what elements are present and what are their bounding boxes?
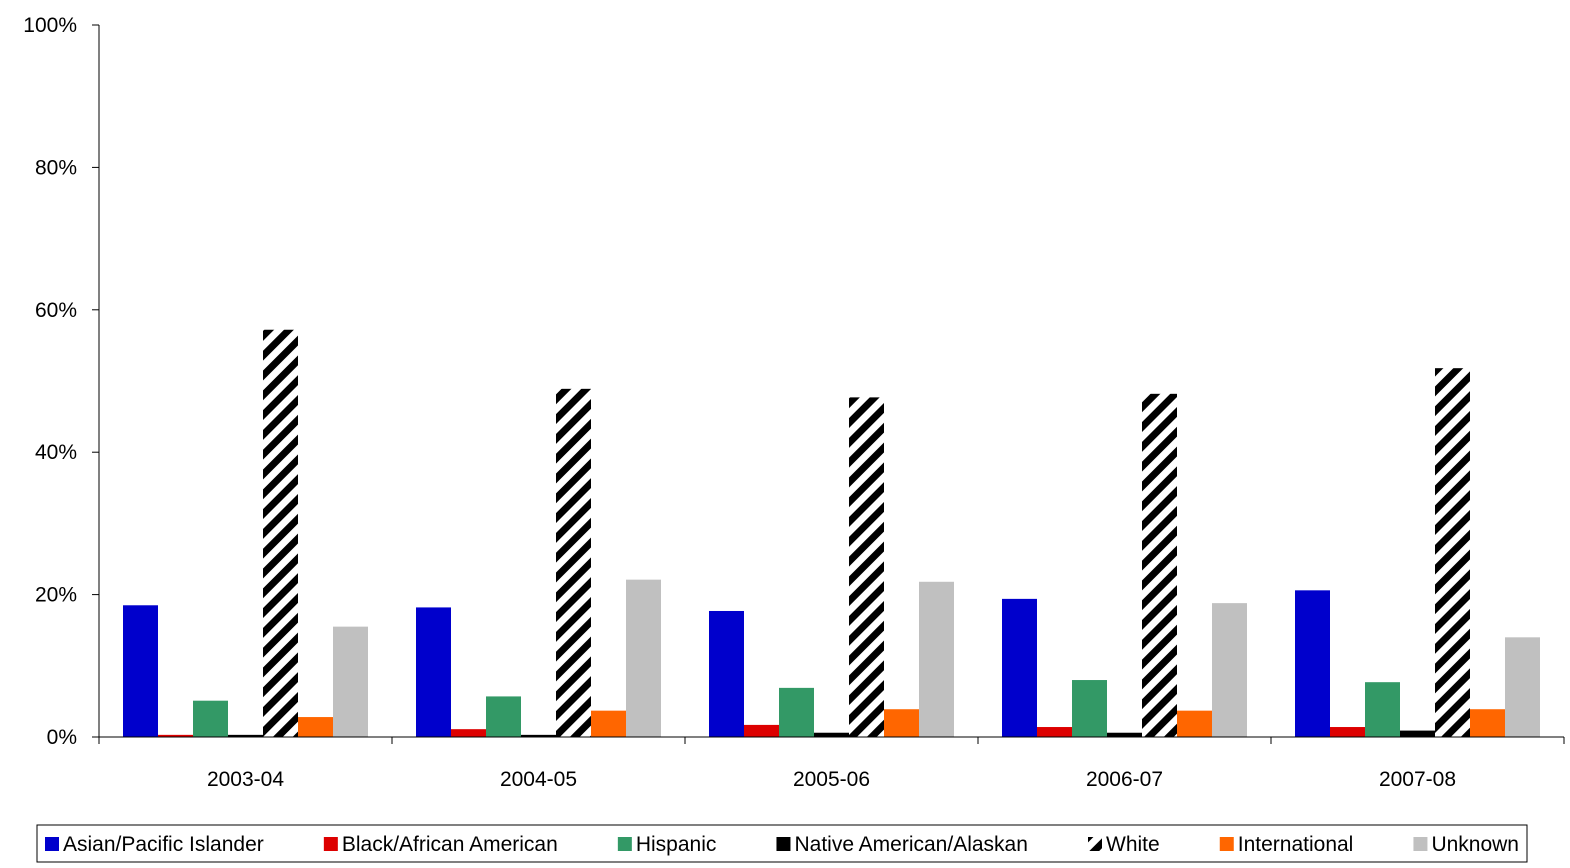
y-tick-label: 40% — [35, 441, 77, 464]
x-tick-label: 2004-05 — [500, 768, 577, 791]
x-tick-label: 2005-06 — [793, 768, 870, 791]
bar-hispanic-2007-08 — [1365, 682, 1400, 737]
bar-black-african-american-2005-06 — [744, 724, 779, 737]
bar-native-american-alaskan-2003-04 — [228, 734, 263, 737]
bar-black-african-american-2006-07 — [1037, 727, 1072, 737]
bar-asian-pacific-islander-2004-05 — [416, 607, 451, 737]
bar-hispanic-2003-04 — [193, 700, 228, 737]
bar-native-american-alaskan-2006-07 — [1107, 732, 1142, 737]
legend-swatch-international — [1219, 837, 1234, 851]
bar-white-2007-08 — [1435, 368, 1470, 737]
bar-asian-pacific-islander-2003-04 — [123, 605, 158, 737]
bar-white-2006-07 — [1142, 393, 1177, 737]
bar-white-2004-05 — [556, 388, 591, 737]
legend-swatch-white — [1088, 837, 1102, 851]
legend-label-international: International — [1238, 833, 1354, 856]
bar-hispanic-2005-06 — [779, 687, 814, 737]
legend-label-asian-pacific-islander: Asian/Pacific Islander — [63, 833, 264, 856]
legend-swatch-asian-pacific-islander — [45, 837, 59, 851]
bar-black-african-american-2003-04 — [158, 734, 193, 737]
y-tick-label: 60% — [35, 299, 77, 322]
bar-native-american-alaskan-2007-08 — [1400, 730, 1435, 737]
legend-swatch-hispanic — [617, 837, 632, 851]
bar-unknown-2003-04 — [333, 626, 368, 737]
y-tick-label: 100% — [23, 14, 77, 37]
bar-hispanic-2004-05 — [486, 696, 521, 737]
bar-native-american-alaskan-2004-05 — [521, 734, 556, 737]
bar-black-african-american-2007-08 — [1330, 727, 1365, 737]
legend-label-native-american-alaskan: Native American/Alaskan — [794, 833, 1027, 856]
bar-international-2005-06 — [884, 709, 919, 737]
legend-swatch-native-american-alaskan — [776, 837, 791, 851]
legend-label-black-african-american: Black/African American — [342, 833, 558, 856]
axes: 0% 20% 40% 60% 80% 100% 2003-04 2004-05 2005-06 2… — [23, 14, 1565, 791]
plot-area — [123, 329, 1540, 737]
bar-asian-pacific-islander-2007-08 — [1295, 590, 1330, 737]
bar-white-2003-04 — [263, 329, 298, 737]
legend-label-white: White — [1106, 833, 1160, 856]
legend-label-unknown: Unknown — [1431, 833, 1519, 856]
bar-international-2004-05 — [591, 710, 626, 737]
x-tick-label: 2003-04 — [207, 768, 284, 791]
bar-black-african-american-2004-05 — [451, 729, 486, 737]
bar-asian-pacific-islander-2006-07 — [1002, 598, 1037, 737]
bar-international-2007-08 — [1470, 709, 1505, 737]
legend-swatch-black-african-american — [323, 837, 338, 851]
bar-hispanic-2006-07 — [1072, 680, 1107, 737]
bar-international-2003-04 — [298, 717, 333, 737]
y-tick-label: 20% — [35, 584, 77, 607]
bar-native-american-alaskan-2005-06 — [814, 732, 849, 737]
x-tick-label: 2007-08 — [1379, 768, 1456, 791]
legend-label-hispanic: Hispanic — [636, 833, 717, 856]
legend: Asian/Pacific Islander Black/African Amer… — [36, 824, 1528, 863]
y-tick-label: 80% — [35, 156, 77, 179]
y-tick-label: 0% — [47, 726, 77, 749]
bar-unknown-2005-06 — [919, 581, 954, 737]
bar-unknown-2006-07 — [1212, 603, 1247, 737]
bar-unknown-2004-05 — [626, 579, 661, 737]
bar-international-2006-07 — [1177, 710, 1212, 737]
bar-asian-pacific-islander-2005-06 — [709, 610, 744, 737]
x-tick-label: 2006-07 — [1086, 768, 1163, 791]
bar-white-2005-06 — [849, 397, 884, 737]
legend-swatch-unknown — [1413, 837, 1428, 851]
bar-unknown-2007-08 — [1505, 637, 1540, 737]
